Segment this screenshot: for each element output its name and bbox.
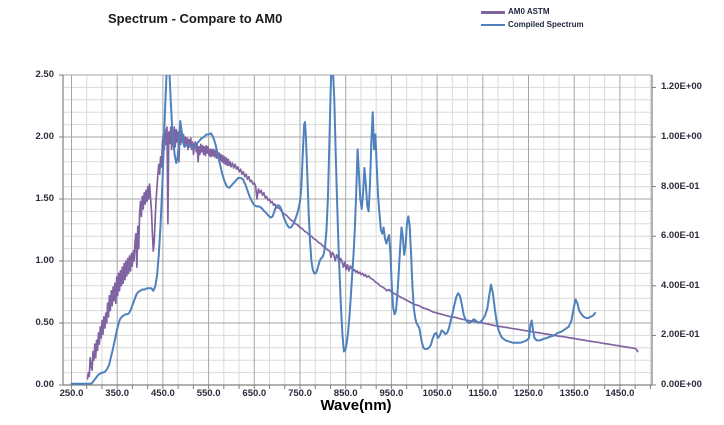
x-tick-label: 1050.0 [422, 388, 452, 399]
y-right-tick-label: 8.00E-01 [661, 180, 700, 192]
y-left-tick-label: 0.00 [35, 379, 55, 390]
x-tick-label: 750.0 [288, 388, 312, 399]
y-left-tick-label: 2.50 [35, 69, 55, 80]
legend-label-compiled-spectrum: Compiled Spectrum [508, 19, 584, 29]
x-tick-label: 650.0 [242, 388, 267, 399]
chart-title: Spectrum - Compare to AM0 [108, 11, 283, 26]
x-tick-label: 350.0 [105, 388, 130, 399]
legend-swatch-compiled-spectrum [481, 23, 505, 27]
y-left-tick-label: 1.50 [35, 193, 55, 204]
y-left-tick-label: 1.00 [35, 255, 55, 266]
legend-label-am0-astm: AM0 ASTM [508, 7, 550, 16]
x-tick-label: 850.0 [333, 388, 358, 399]
legend-item-am0-astm: AM0 ASTM [481, 7, 584, 17]
x-tick-label: 550.0 [196, 388, 221, 399]
y-left-tick-label: 2.00 [35, 131, 55, 142]
legend-swatch-am0-astm [481, 11, 505, 14]
x-tick-label: 950.0 [379, 388, 404, 399]
x-tick-label: 1350.0 [559, 388, 589, 399]
legend: AM0 ASTM Compiled Spectrum [481, 7, 584, 30]
x-axis-title: Wave(nm) [320, 397, 392, 414]
legend-item-compiled-spectrum: Compiled Spectrum [481, 19, 584, 30]
y-left-tick-label: 0.50 [35, 317, 55, 328]
x-tick-label: 1250.0 [513, 388, 544, 399]
x-tick-label: 1450.0 [605, 388, 635, 399]
y-right-tick-label: 1.00E+00 [661, 131, 702, 142]
x-tick-label: 1150.0 [468, 388, 498, 399]
y-right-tick-label: 2.00E-01 [661, 329, 700, 341]
y-right-tick-label: 6.00E-01 [661, 230, 700, 242]
y-right-tick-label: 0.00E+00 [661, 379, 702, 390]
y-right-tick-label: 1.20E+00 [661, 81, 702, 93]
series-line-am0-astm [86, 126, 639, 380]
series-line-compiled-spectrum [70, 75, 597, 385]
y-right-tick-label: 4.00E-01 [661, 279, 700, 291]
x-tick-label: 450.0 [151, 388, 175, 399]
x-tick-label: 250.0 [59, 388, 84, 399]
